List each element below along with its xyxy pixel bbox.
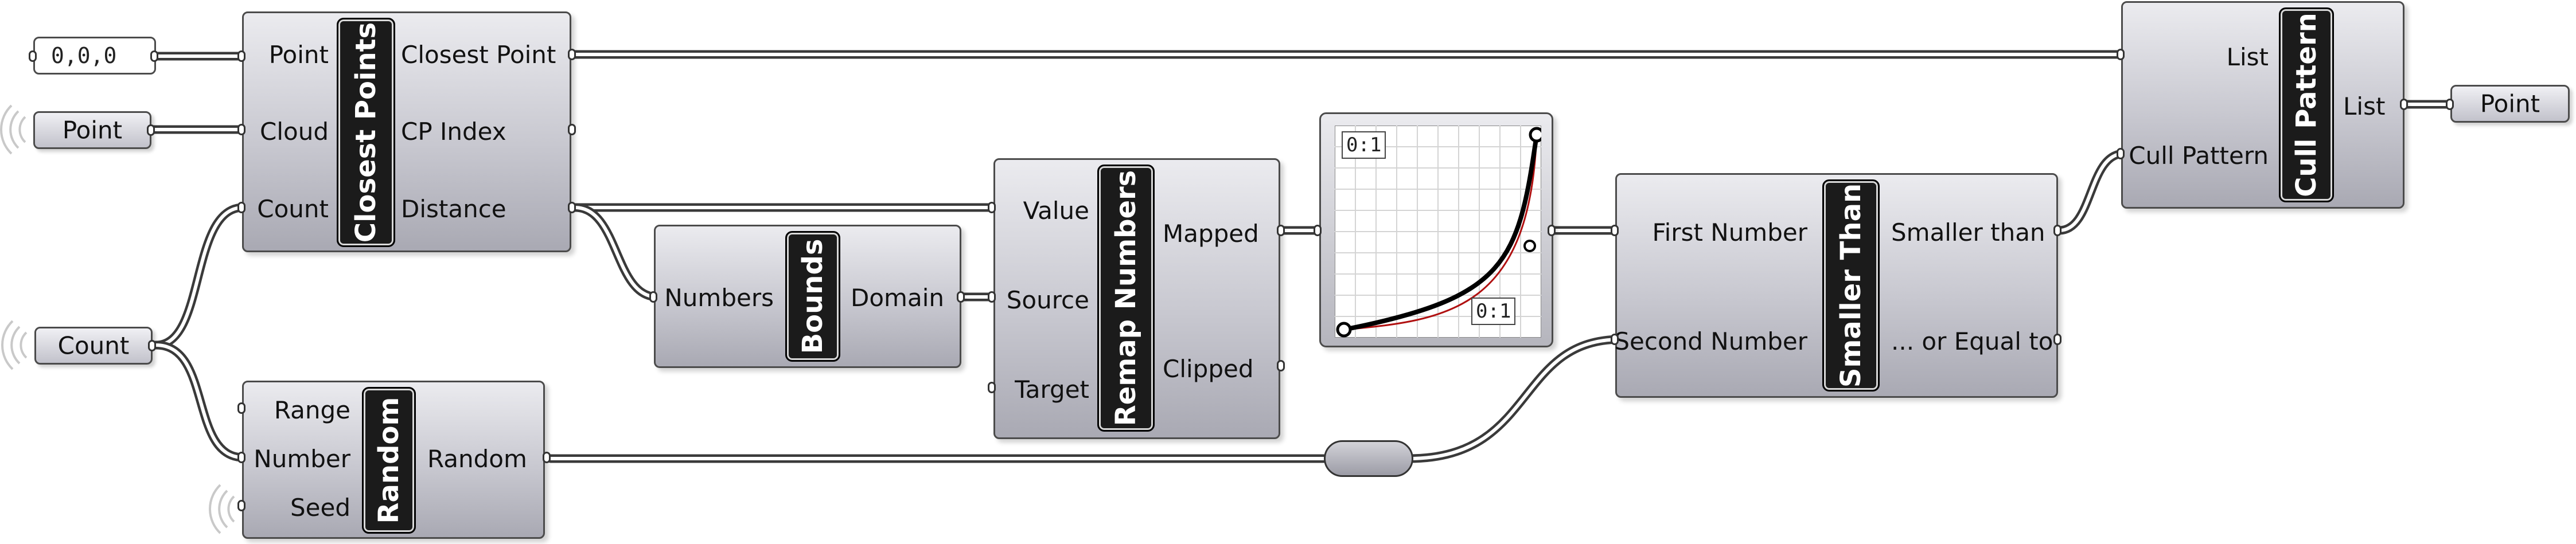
- graph-in-port[interactable]: [1314, 225, 1322, 236]
- graph-domain-top: 0:1: [1342, 131, 1386, 159]
- cull-list-out-port[interactable]: [2400, 99, 2408, 110]
- random-title-band: Random: [362, 387, 416, 534]
- graph-curve-control: [1343, 134, 1538, 331]
- random-out-port[interactable]: [543, 452, 551, 463]
- bounds-component[interactable]: Bounds Numbers Domain: [654, 225, 961, 368]
- count-param-out-port[interactable]: [148, 340, 156, 351]
- closest-input-cloud: Cloud: [260, 118, 329, 146]
- remap-output-mapped: Mapped: [1163, 220, 1259, 248]
- cull-pattern-title-band: Cull Pattern: [2279, 7, 2334, 202]
- remap-mapped-out-port[interactable]: [1277, 225, 1285, 236]
- cull-pattern-title: Cull Pattern: [2290, 13, 2322, 197]
- bounds-title-band: Bounds: [785, 231, 840, 362]
- bounds-input-numbers: Numbers: [664, 284, 774, 312]
- graph-out-port[interactable]: [1548, 225, 1556, 236]
- remap-target-in-port[interactable]: [988, 382, 996, 393]
- equal-out-port[interactable]: [2053, 334, 2061, 345]
- origin-value: 0,0,0: [51, 43, 117, 68]
- signal-arcs-point: [0, 104, 26, 155]
- bounds-title: Bounds: [797, 238, 829, 354]
- wire-count-to-random-number: [151, 341, 248, 462]
- point-param[interactable]: Point: [33, 111, 151, 149]
- remap-clipped-out-port[interactable]: [1277, 360, 1285, 371]
- output-point-label: Point: [2480, 89, 2540, 118]
- first-number-in-port[interactable]: [1611, 225, 1619, 236]
- cull-input-list: List: [2226, 43, 2269, 71]
- count-param[interactable]: Count: [34, 327, 153, 365]
- closest-output-closest-point: Closest Point: [401, 41, 556, 69]
- closest-cloud-in-port[interactable]: [237, 124, 245, 135]
- smaller-output-smaller: Smaller than: [1891, 218, 2045, 246]
- second-number-in-port[interactable]: [1611, 334, 1619, 345]
- random-input-seed: Seed: [290, 494, 350, 522]
- signal-arcs-count: [1, 320, 28, 370]
- wire-relay[interactable]: [1324, 440, 1413, 477]
- point-param-out-port[interactable]: [147, 124, 155, 136]
- graph-curve: [1343, 134, 1539, 332]
- smaller-than-title-band: Smaller Than: [1822, 179, 1880, 392]
- bounds-domain-out-port[interactable]: [957, 291, 965, 303]
- smaller-output-equal: ... or Equal to: [1891, 327, 2053, 355]
- closest-output-distance: Distance: [401, 195, 506, 223]
- remap-value-in-port[interactable]: [988, 202, 996, 213]
- smaller-input-first: First Number: [1652, 218, 1807, 246]
- cull-pattern-in-port[interactable]: [2117, 148, 2125, 159]
- smaller-out-port[interactable]: [2053, 225, 2061, 236]
- graph-mapper-component[interactable]: 0:1 0:1: [1319, 112, 1553, 347]
- random-input-number: Number: [254, 445, 350, 473]
- closest-output-cp-index: CP Index: [401, 118, 506, 146]
- remap-output-clipped: Clipped: [1163, 355, 1254, 383]
- graph-domain-bottom: 0:1: [1471, 298, 1516, 325]
- bounds-output-domain: Domain: [851, 284, 944, 312]
- random-title: Random: [373, 397, 405, 524]
- origin-panel-out-port[interactable]: [150, 50, 158, 62]
- closest-point-out-port[interactable]: [568, 49, 576, 60]
- bounds-numbers-in-port[interactable]: [649, 291, 657, 303]
- graph-handle-end: [1529, 127, 1541, 143]
- distance-out-port[interactable]: [568, 202, 576, 213]
- closest-points-title: Closest Points: [350, 22, 382, 243]
- smaller-input-second: Second Number: [1614, 327, 1807, 355]
- closest-points-component[interactable]: Closest Points Point Cloud Count Closest…: [242, 11, 571, 252]
- closest-input-point: Point: [268, 41, 329, 69]
- random-input-range: Range: [274, 396, 350, 424]
- random-component[interactable]: Random Range Number Seed Random: [242, 381, 545, 539]
- random-seed-in-port[interactable]: [237, 500, 245, 511]
- remap-title: Remap Numbers: [1110, 170, 1142, 426]
- closest-input-count: Count: [257, 195, 329, 223]
- wire-smaller-to-cull-pattern: [2055, 149, 2129, 235]
- closest-points-title-band: Closest Points: [337, 18, 395, 247]
- wire-count-to-closest-count: [151, 203, 248, 350]
- wire-relay-to-second-number: [1404, 335, 1626, 463]
- smaller-than-title: Smaller Than: [1835, 183, 1867, 388]
- random-output-random: Random: [427, 445, 527, 473]
- remap-numbers-component[interactable]: Remap Numbers Value Source Target Mapped…: [993, 158, 1280, 439]
- remap-input-source: Source: [1006, 286, 1089, 314]
- output-point-in-port[interactable]: [2446, 99, 2454, 110]
- graph-handle-mid: [1523, 240, 1536, 252]
- cull-output-list: List: [2343, 92, 2386, 120]
- point-param-label: Point: [62, 116, 123, 144]
- remap-title-band: Remap Numbers: [1097, 165, 1155, 432]
- graph-handle-start: [1336, 322, 1352, 338]
- remap-input-target: Target: [1015, 375, 1089, 404]
- count-param-label: Count: [57, 331, 130, 360]
- closest-point-in-port[interactable]: [237, 50, 245, 62]
- origin-panel[interactable]: 0,0,0: [33, 37, 156, 75]
- cull-pattern-component[interactable]: Cull Pattern List Cull Pattern List: [2121, 1, 2404, 209]
- remap-input-value: Value: [1023, 197, 1089, 225]
- cull-input-pattern: Cull Pattern: [2129, 142, 2269, 170]
- origin-panel-in-port[interactable]: [29, 50, 37, 62]
- signal-arcs-seed: [209, 484, 235, 534]
- smaller-than-component[interactable]: Smaller Than First Number Second Number …: [1614, 173, 2058, 398]
- cp-index-out-port[interactable]: [568, 124, 576, 135]
- closest-count-in-port[interactable]: [237, 202, 245, 213]
- output-point-param[interactable]: Point: [2450, 85, 2570, 123]
- wire-distance-to-bounds: [570, 203, 662, 302]
- cull-list-in-port[interactable]: [2117, 49, 2125, 60]
- random-number-in-port[interactable]: [237, 452, 245, 463]
- remap-source-in-port[interactable]: [988, 291, 996, 303]
- random-range-in-port[interactable]: [237, 402, 245, 414]
